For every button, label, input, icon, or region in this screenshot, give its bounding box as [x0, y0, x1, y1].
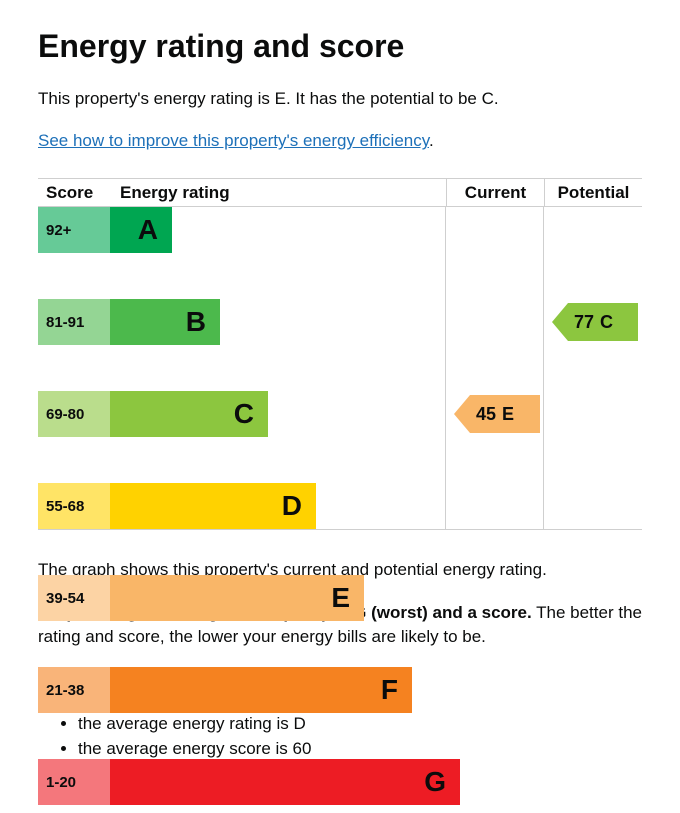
- rating-bar: B: [110, 299, 220, 345]
- energy-rating-chart: Score Energy rating Current Potential 92…: [38, 178, 642, 530]
- tag-letter: E: [502, 404, 514, 425]
- score-cell: 92+: [38, 207, 110, 253]
- list-item: the average energy score is 60: [78, 736, 642, 762]
- rating-bar: G: [110, 759, 460, 805]
- score-cell: 1-20: [38, 759, 110, 805]
- list-item: the average energy rating is D: [78, 711, 642, 737]
- score-cell: 55-68: [38, 483, 110, 529]
- improve-link-line: See how to improve this property's energ…: [38, 129, 642, 154]
- chart-rows: 92+A81-91B69-80C55-68D39-54E21-38F1-20G4…: [38, 207, 642, 529]
- tag-value: 45: [476, 404, 496, 425]
- rating-bar: C: [110, 391, 268, 437]
- current-tag: 45 E: [470, 395, 540, 433]
- column-divider: [543, 207, 544, 529]
- header-potential: Potential: [544, 179, 642, 207]
- rating-bar: F: [110, 667, 412, 713]
- rating-bar: E: [110, 575, 364, 621]
- rating-row: 21-38F: [38, 667, 642, 713]
- rating-row: 55-68D: [38, 483, 642, 529]
- score-cell: 69-80: [38, 391, 110, 437]
- link-trailing: .: [429, 131, 434, 150]
- improve-link[interactable]: See how to improve this property's energ…: [38, 131, 429, 150]
- rating-row: 69-80C: [38, 391, 642, 437]
- intro-text: This property's energy rating is E. It h…: [38, 87, 642, 112]
- header-rating: Energy rating: [110, 179, 230, 207]
- page-heading: Energy rating and score: [38, 28, 642, 65]
- averages-list: the average energy rating is D the avera…: [38, 711, 642, 762]
- tag-letter: C: [600, 312, 613, 333]
- score-cell: 21-38: [38, 667, 110, 713]
- tag-value: 77: [574, 312, 594, 333]
- rating-bar: A: [110, 207, 172, 253]
- tag-arrow-icon: [454, 395, 470, 433]
- rating-row: 1-20G: [38, 759, 642, 805]
- tag-arrow-icon: [552, 303, 568, 341]
- chart-header: Score Energy rating Current Potential: [38, 179, 642, 207]
- rating-row: 92+A: [38, 207, 642, 253]
- header-score: Score: [38, 179, 110, 207]
- rating-row: 39-54E: [38, 575, 642, 621]
- rating-bar: D: [110, 483, 316, 529]
- header-current: Current: [446, 179, 544, 207]
- potential-tag: 77 C: [568, 303, 638, 341]
- score-cell: 81-91: [38, 299, 110, 345]
- score-cell: 39-54: [38, 575, 110, 621]
- column-divider: [445, 207, 446, 529]
